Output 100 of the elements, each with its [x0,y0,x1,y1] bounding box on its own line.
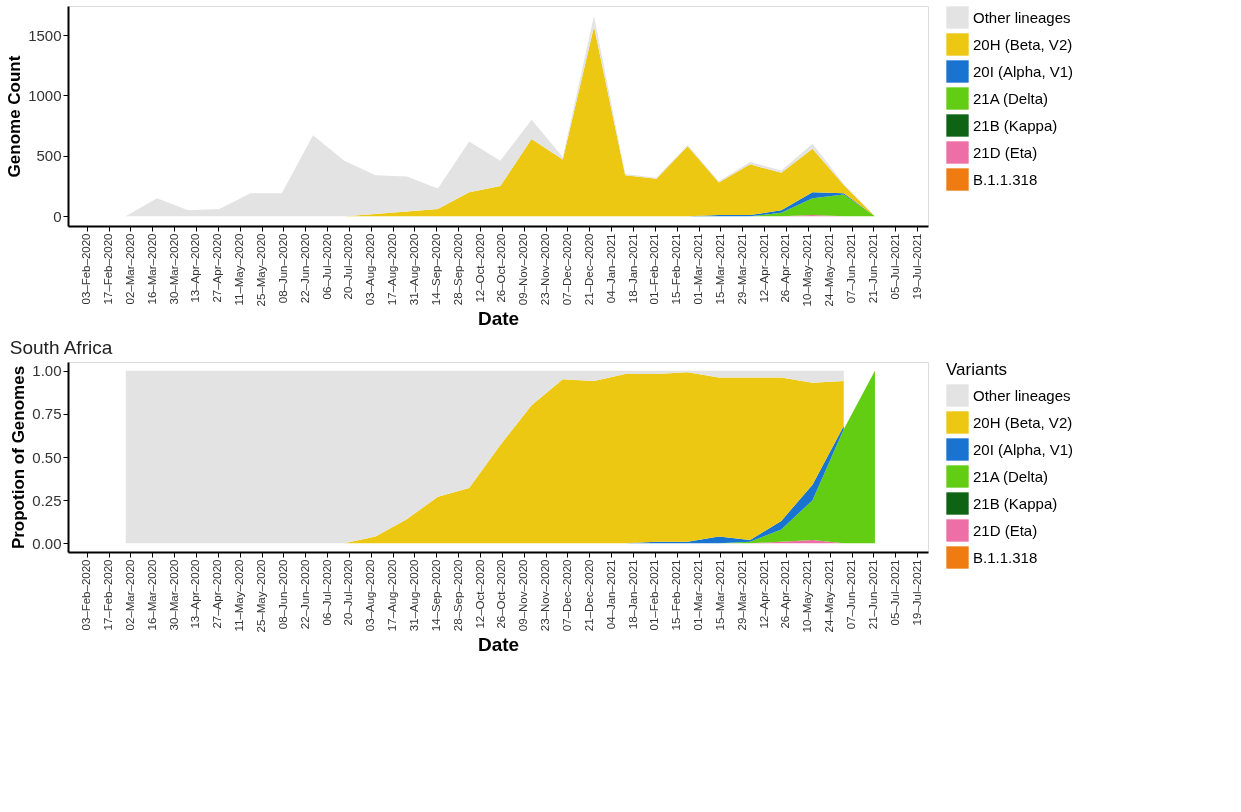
x-tick-label: 31–Aug–2020 [408,233,420,306]
legend-label: 20I (Alpha, V1) [973,440,1074,458]
x-tick-label: 30–Mar–2020 [167,559,180,631]
x-tick-label: 04–Jan–2021 [604,233,617,304]
y-tick-label: 0.75 [32,405,62,423]
x-tick-label: 09–Nov–2020 [517,233,530,306]
x-tick-label: 12–Apr–2021 [757,233,770,303]
legend-label: B.1.1.318 [973,170,1038,188]
x-tick-label: 05–Jul–2021 [888,559,901,626]
x-tick-label: 26–Oct–2020 [495,233,508,303]
legend-label: 20H (Beta, V2) [973,35,1073,53]
x-tick-label: 18–Jan–2021 [626,233,639,304]
x-tick-label: 29–Mar–2021 [735,233,748,305]
x-tick-label: 07–Jun–2021 [845,233,858,304]
x-tick-label: 07–Jun–2021 [845,559,858,630]
x-tick-label: 12–Oct–2020 [473,233,486,303]
x-tick-label: 15–Feb–2021 [670,559,683,631]
x-tick-label: 08–Jun–2020 [276,233,289,304]
x-tick-label: 07–Dec–2020 [560,559,573,632]
x-tick-label: 10–May–2021 [801,559,814,633]
x-tick-label: 19–Jul–2021 [910,233,923,300]
x-tick-label: 23–Nov–2020 [539,559,552,632]
x-tick-label: 26–Oct–2020 [495,559,508,629]
legend-label: 21A (Delta) [973,467,1049,485]
x-tick-label: 06–Jul–2020 [320,233,333,300]
x-tick-label: 21–Jun–2021 [866,233,879,304]
x-tick-label: 13–Apr–2020 [189,233,202,303]
x-tick-label: 21–Dec–2020 [582,233,595,306]
x-tick-label: 17–Feb–2020 [102,559,115,631]
x-tick-label: 25–May–2020 [255,559,268,633]
x-tick-label: 11–May–2020 [233,559,246,632]
y-tick-label: 0.00 [32,534,62,552]
x-tick-label: 04–Jan–2021 [604,559,617,630]
y-tick-label: 1500 [28,26,62,44]
x-tick-label: 03–Aug–2020 [364,559,377,632]
chart-title: South Africa [9,337,113,358]
x-tick-label: 10–May–2021 [801,233,814,307]
x-tick-label: 07–Dec–2020 [560,233,573,306]
x-tick-label: 15–Mar–2021 [713,233,726,305]
x-tick-label: 03–Aug–2020 [364,233,377,306]
x-tick-label: 27–Apr–2020 [211,559,224,629]
x-tick-label: 24–May–2021 [823,233,836,307]
x-tick-label: 15–Feb–2021 [670,233,683,305]
x-tick-label: 02–Mar–2020 [123,559,136,631]
x-tick-label: 17–Aug–2020 [386,233,399,306]
x-tick-label: 09–Nov–2020 [517,559,530,632]
legend-label: 20H (Beta, V2) [973,413,1073,431]
x-tick-label: 17–Feb–2020 [102,233,115,305]
legend-label: Other lineages [973,386,1071,404]
x-tick-label: 23–Nov–2020 [539,233,552,306]
legend-label: 21D (Eta) [973,143,1038,161]
x-tick-label: 02–Mar–2020 [123,233,136,305]
y-tick-label: 500 [36,147,62,165]
y-tick-label: 0 [53,207,62,225]
x-tick-label: 05–Jul–2021 [888,233,901,300]
x-tick-label: 16–Mar–2020 [145,233,158,305]
x-tick-label: 11–May–2020 [233,233,246,306]
y-tick-label: 0.50 [32,448,62,466]
x-tick-label: 14–Sep–2020 [429,559,442,632]
x-tick-label: 28–Sep–2020 [451,233,464,306]
x-tick-label: 15–Mar–2021 [713,559,726,631]
y-tick-label: 0.25 [32,491,62,509]
y-tick-label: 1.00 [32,362,62,380]
legend-label: Other lineages [973,8,1071,26]
x-tick-label: 28–Sep–2020 [451,559,464,632]
x-tick-label: 01–Feb–2021 [648,559,661,631]
x-tick-label: 03–Feb–2020 [80,559,93,631]
x-tick-label: 20–Jul–2020 [342,559,355,626]
y-axis-title: Propotion of Genomes [9,365,29,550]
legend-label: B.1.1.318 [973,548,1038,566]
legend-label: 20I (Alpha, V1) [973,62,1074,80]
x-tick-label: 27–Apr–2020 [211,233,224,303]
x-tick-label: 13–Apr–2020 [189,559,202,629]
x-tick-label: 20–Jul–2020 [342,233,355,300]
x-tick-label: 21–Dec–2020 [582,559,595,632]
x-tick-label: 12–Oct–2020 [473,559,486,629]
legend-label: 21D (Eta) [973,521,1038,539]
x-tick-label: 26–Apr–2021 [779,233,792,303]
x-tick-label: 14–Sep–2020 [429,233,442,306]
x-tick-label: 19–Jul–2021 [910,559,923,626]
legend-label: 21B (Kappa) [973,494,1058,512]
x-tick-label: 01–Feb–2021 [648,233,661,305]
x-tick-label: 30–Mar–2020 [167,233,180,305]
x-tick-label: 06–Jul–2020 [320,559,333,626]
y-axis-title: Genome Count [5,55,25,178]
x-tick-label: 18–Jan–2021 [626,559,639,630]
x-tick-label: 24–May–2021 [823,559,836,633]
x-tick-label: 29–Mar–2021 [735,559,748,631]
x-tick-label: 25–May–2020 [255,233,268,307]
x-tick-label: 31–Aug–2020 [408,559,420,632]
x-tick-label: 03–Feb–2020 [80,233,93,305]
x-tick-label: 17–Aug–2020 [386,559,399,632]
x-tick-label: 26–Apr–2021 [779,559,792,629]
legend-label: 21A (Delta) [973,89,1049,107]
y-tick-label: 1000 [28,86,62,104]
x-axis-title: Date [477,308,520,330]
x-axis-title: Date [477,634,520,656]
x-tick-label: 01–Mar–2021 [692,559,705,631]
x-tick-label: 01–Mar–2021 [692,233,705,305]
x-tick-label: 22–Jun–2020 [298,233,311,304]
